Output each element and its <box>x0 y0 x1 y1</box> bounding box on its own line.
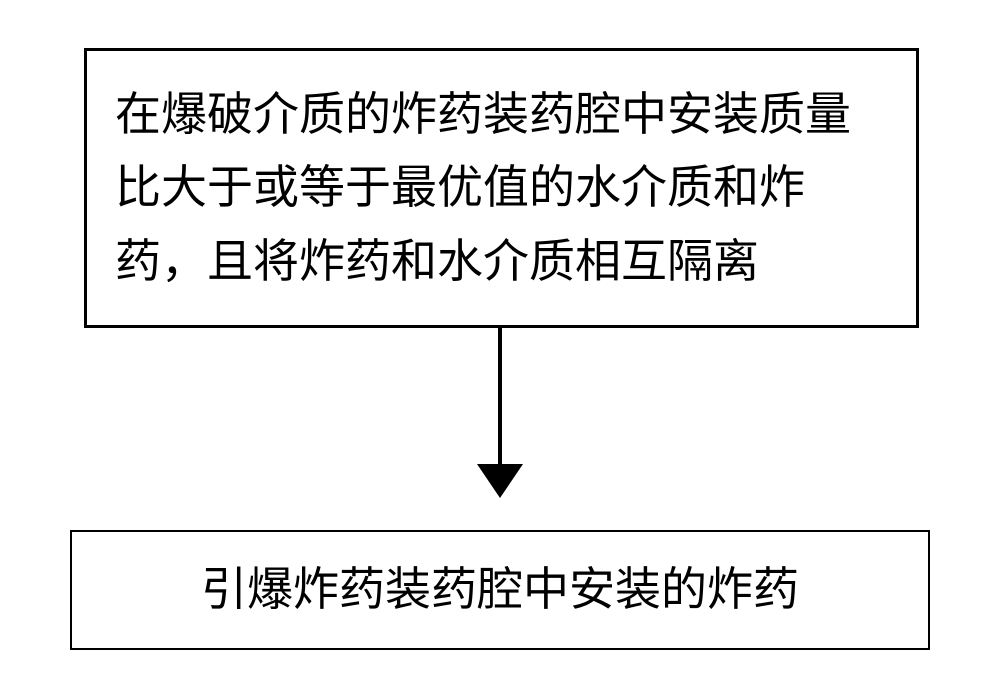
flowchart-node-step2: 引爆炸药装药腔中安装的炸药 <box>70 530 930 650</box>
flowchart-node-text: 在爆破介质的炸药装药腔中安装质量比大于或等于最优值的水介质和炸药，且将炸药和水介… <box>87 78 916 299</box>
flowchart-arrow-head-icon <box>477 464 523 498</box>
flowchart-node-text: 引爆炸药装药腔中安装的炸药 <box>72 553 928 627</box>
flowchart-node-step1: 在爆破介质的炸药装药腔中安装质量比大于或等于最优值的水介质和炸药，且将炸药和水介… <box>84 48 919 328</box>
flowchart-canvas: 在爆破介质的炸药装药腔中安装质量比大于或等于最优值的水介质和炸药，且将炸药和水介… <box>0 0 1000 696</box>
flowchart-arrow-line <box>498 328 502 464</box>
